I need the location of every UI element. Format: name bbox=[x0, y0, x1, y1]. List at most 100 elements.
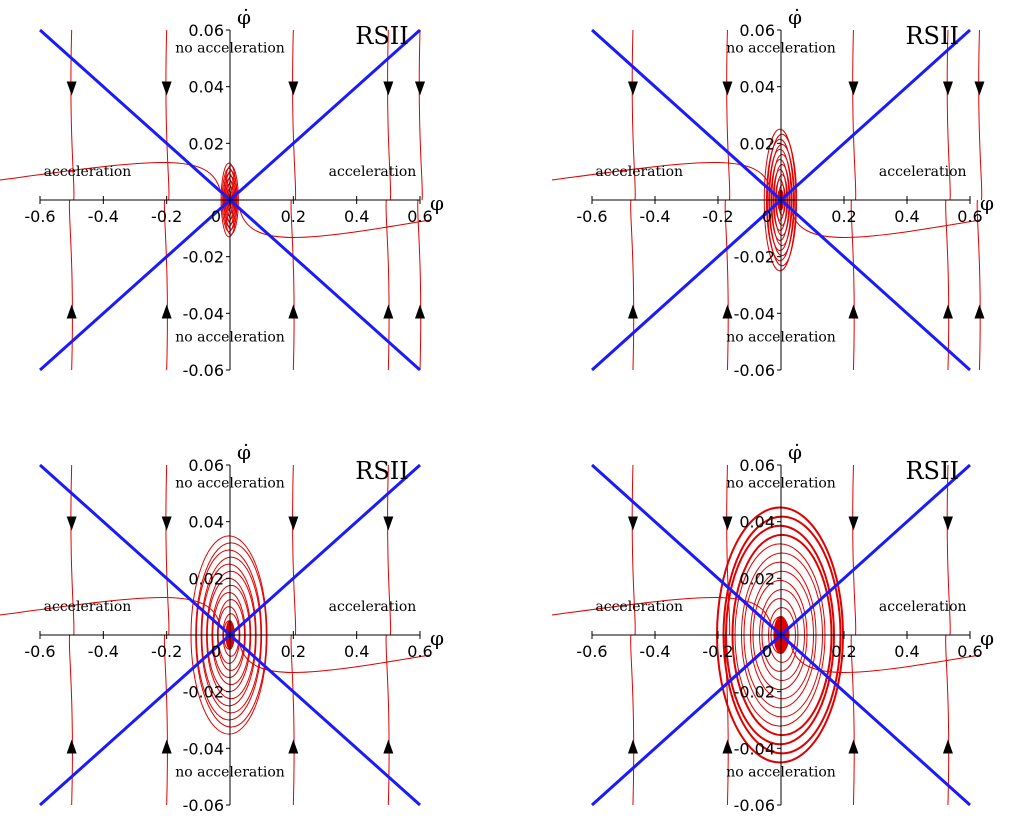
y-tick-label: -0.04 bbox=[183, 304, 224, 323]
trajectory-line bbox=[852, 464, 857, 636]
axes: -0.6 -0.4 -0.2 0 0.2 0.4 0.6 0.06 0.04 0.02 -0.02 -… bbox=[24, 5, 444, 380]
trajectory-line bbox=[70, 29, 75, 201]
trajectory-line bbox=[978, 29, 983, 201]
y-tick-label: -0.06 bbox=[734, 796, 775, 815]
trajectory-line bbox=[239, 209, 431, 238]
region-label-acceleration: acceleration bbox=[595, 164, 683, 180]
y-tick-label: 0.06 bbox=[188, 21, 224, 40]
trajectory-line bbox=[630, 634, 635, 806]
region-label-no-acceleration: no acceleration bbox=[175, 476, 285, 492]
flow-arrow bbox=[66, 739, 77, 754]
trajectory-line bbox=[418, 29, 423, 201]
trajectory-line bbox=[165, 464, 170, 636]
x-tick-label: -0.4 bbox=[639, 642, 670, 661]
region-label-no-acceleration: no acceleration bbox=[175, 41, 285, 57]
x-tick-label: -0.6 bbox=[24, 642, 55, 661]
region-label-no-acceleration: no acceleration bbox=[175, 330, 285, 346]
y-tick-label: -0.04 bbox=[734, 304, 775, 323]
x-tick-label: -0.2 bbox=[151, 207, 182, 226]
x-tick-label: -0.2 bbox=[702, 642, 733, 661]
region-label-acceleration: acceleration bbox=[329, 164, 417, 180]
flow-arrow bbox=[942, 739, 953, 754]
flow-arrow bbox=[848, 81, 859, 96]
flow-arrow bbox=[161, 516, 172, 531]
flow-arrow bbox=[288, 304, 299, 319]
y-tick-label: 0.04 bbox=[739, 513, 775, 532]
trajectory-line bbox=[945, 634, 950, 806]
flow-arrow bbox=[627, 739, 638, 754]
trajectory-line bbox=[945, 199, 950, 371]
region-label-acceleration: acceleration bbox=[879, 164, 967, 180]
region-label-no-acceleration: no acceleration bbox=[726, 330, 836, 346]
phase-portrait-panel-2: -0.6 -0.4 -0.2 0 0.2 0.4 0.6 0.06 0.04 0.02 -0.02 -… bbox=[551, 5, 994, 380]
flow-arrow bbox=[974, 304, 985, 319]
trajectory-line bbox=[290, 634, 295, 806]
region-label-acceleration: acceleration bbox=[595, 599, 683, 615]
x-tick-label: -0.6 bbox=[576, 642, 607, 661]
region-labels: acceleration acceleration no acceleration n… bbox=[44, 41, 417, 346]
region-label-acceleration: acceleration bbox=[879, 599, 967, 615]
axes: -0.6 -0.4 -0.2 0 0.2 0.4 0.6 0.06 0.04 0.02 -0.02 -… bbox=[576, 5, 994, 380]
flow-arrow bbox=[415, 81, 425, 96]
trajectory-line bbox=[790, 644, 981, 673]
x-tick-label: 0.4 bbox=[344, 642, 369, 661]
x-axis-title: φ bbox=[430, 191, 444, 215]
trajectory-line bbox=[292, 29, 297, 201]
y-tick-label: -0.04 bbox=[183, 739, 224, 758]
y-tick-label: -0.02 bbox=[734, 248, 775, 267]
x-tick-label: 0.4 bbox=[344, 207, 369, 226]
axes: -0.6 -0.4 -0.2 0 0.2 0.4 0.6 0.06 0.04 0.02 -0.02 -… bbox=[24, 440, 444, 815]
y-axis-title: φ̇ bbox=[237, 5, 251, 29]
y-tick-label: -0.02 bbox=[183, 248, 224, 267]
trajectory-line bbox=[70, 464, 75, 636]
y-tick-label: 0.04 bbox=[188, 513, 224, 532]
axes: -0.6 -0.4 -0.2 0 0.2 0.4 0.6 0.06 0.04 0.02 -0.02 -… bbox=[576, 440, 994, 815]
trajectory-line bbox=[850, 199, 855, 371]
trajectory-line bbox=[163, 199, 168, 371]
phase-portrait-panel-1: -0.6 -0.4 -0.2 0 0.2 0.4 0.6 0.06 0.04 0.02 -0.02 -… bbox=[0, 5, 444, 380]
x-tick-label: 0.2 bbox=[281, 207, 306, 226]
trajectory-line bbox=[239, 644, 431, 673]
y-tick-label: -0.02 bbox=[734, 683, 775, 702]
trajectory-line bbox=[385, 199, 390, 371]
model-label: RSII bbox=[355, 457, 408, 485]
region-label-no-acceleration: no acceleration bbox=[175, 765, 285, 781]
trajectory-line bbox=[68, 634, 73, 806]
model-label: RSII bbox=[905, 22, 958, 50]
x-tick-label: 0 bbox=[211, 642, 221, 661]
x-tick-label: -0.2 bbox=[702, 207, 733, 226]
region-label-no-acceleration: no acceleration bbox=[726, 476, 836, 492]
y-tick-label: 0.04 bbox=[739, 78, 775, 97]
y-tick-label: 0.06 bbox=[188, 456, 224, 475]
x-tick-label: 0.2 bbox=[831, 207, 856, 226]
y-tick-label: -0.06 bbox=[734, 361, 775, 380]
x-tick-label: 0 bbox=[211, 207, 221, 226]
flow-arrow bbox=[722, 304, 733, 319]
flow-arrow bbox=[161, 304, 172, 319]
flow-arrow bbox=[161, 739, 172, 754]
trajectory-line bbox=[290, 199, 295, 371]
flow-arrow bbox=[66, 81, 77, 96]
x-tick-label: 0.2 bbox=[281, 642, 306, 661]
flow-arrow bbox=[848, 516, 859, 531]
y-tick-label: 0.06 bbox=[739, 456, 775, 475]
flow-arrow bbox=[848, 739, 859, 754]
region-label-acceleration: acceleration bbox=[44, 164, 132, 180]
flow-arrow bbox=[66, 516, 77, 531]
region-label-acceleration: acceleration bbox=[44, 599, 132, 615]
trajectory-line bbox=[387, 29, 392, 201]
trajectory-line bbox=[946, 29, 951, 201]
flow-arrow bbox=[722, 81, 733, 96]
y-tick-label: -0.06 bbox=[183, 361, 224, 380]
trajectory-line bbox=[630, 199, 635, 371]
flow-arrow bbox=[722, 739, 733, 754]
flow-arrow bbox=[942, 516, 953, 531]
flow-arrow bbox=[383, 516, 394, 531]
region-labels: acceleration acceleration no acceleration n… bbox=[595, 476, 966, 781]
trajectory-line bbox=[68, 199, 73, 371]
x-tick-label: 0.6 bbox=[957, 207, 982, 226]
flow-arrow bbox=[383, 81, 394, 96]
flow-arrow bbox=[288, 739, 299, 754]
flow-arrow bbox=[415, 304, 425, 319]
